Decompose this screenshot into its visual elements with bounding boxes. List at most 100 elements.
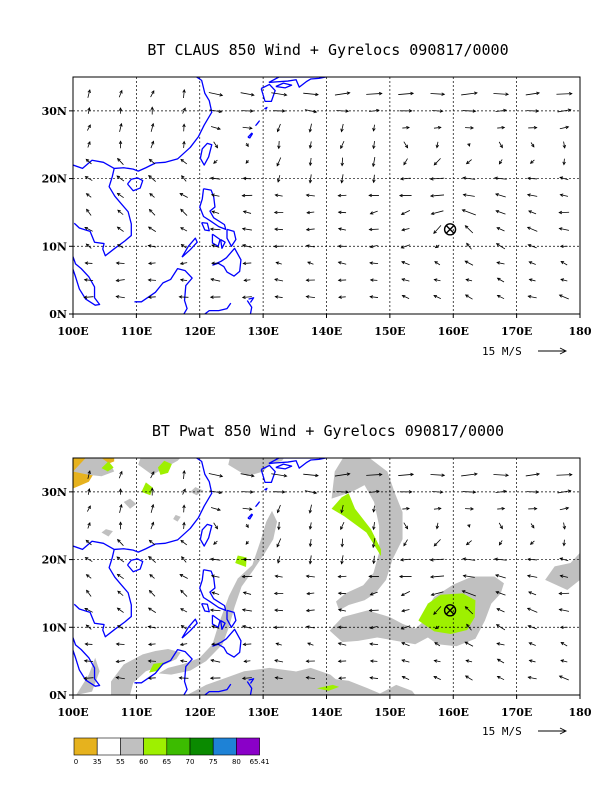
wind-vector (241, 227, 252, 231)
wind-vector (340, 555, 344, 565)
wind-vector (433, 606, 442, 616)
wind-vector (116, 192, 124, 198)
wind-vector (85, 574, 92, 579)
wind-vector (308, 555, 313, 565)
wind-vector (209, 608, 221, 612)
wind-vector (402, 506, 410, 511)
lon-tick-label: 170E (501, 325, 532, 338)
wind-vector (274, 608, 284, 612)
wind-vector (242, 126, 253, 130)
wind-vector (305, 295, 316, 299)
wind-vector (464, 294, 473, 300)
lon-tick-label: 140E (311, 706, 342, 719)
wind-vector (150, 471, 155, 479)
grid-lines (73, 77, 580, 314)
wind-vector (115, 659, 125, 664)
wind-vector (556, 472, 573, 477)
coastlines (73, 77, 327, 314)
wind-vector (306, 210, 315, 215)
wind-vector (242, 210, 252, 214)
wind-vector (465, 159, 472, 165)
wind-vector (178, 676, 189, 680)
wind-vector (497, 125, 506, 130)
wind-vector (116, 573, 124, 579)
wind-vector (369, 244, 378, 249)
wind-vector (467, 524, 471, 528)
wind-vector (465, 126, 474, 130)
pwat-region (141, 482, 153, 496)
wind-field (83, 469, 573, 681)
wind-vector (495, 108, 507, 113)
wind-vector (398, 574, 412, 579)
wind-vector (369, 489, 380, 494)
colorbar-swatch (166, 737, 191, 756)
coastline (199, 523, 213, 547)
wind-vector (150, 106, 154, 115)
wind-vector (271, 92, 288, 97)
colorbar-label: 65 (162, 758, 171, 766)
lon-tick-label: 180 (569, 706, 592, 719)
wind-vector (496, 642, 505, 646)
coastline (211, 233, 221, 247)
wind-vector (147, 295, 156, 299)
wind-vector (209, 295, 221, 299)
pwat-region (331, 493, 382, 557)
wind-vector (401, 608, 410, 613)
pwat-region (377, 684, 416, 695)
wind-vector (372, 124, 376, 132)
wind-vector (433, 539, 441, 547)
coastline (212, 628, 242, 658)
wind-vector (495, 209, 506, 215)
wind-vector (527, 243, 537, 249)
wind-vector (179, 278, 188, 282)
wind-vector (429, 575, 445, 579)
wind-vector (369, 659, 378, 663)
wind-vector (525, 472, 541, 477)
wind-vector (399, 177, 411, 181)
wind-vector (371, 156, 376, 168)
wind-vector (340, 521, 345, 531)
wind-vector (527, 557, 538, 562)
wind-vector (368, 227, 379, 232)
pwat-region (228, 458, 284, 477)
wind-vector (115, 642, 125, 646)
wind-vector (369, 261, 379, 265)
wind-vector (148, 556, 156, 563)
wind-vector (85, 624, 92, 630)
wind-vector (211, 244, 220, 248)
wind-vector (209, 676, 221, 680)
wind-vector (213, 159, 218, 164)
wind-vector (464, 641, 474, 647)
wind-vector (334, 91, 351, 96)
wind-vector (181, 556, 187, 563)
wind-vector (559, 176, 569, 181)
wind-vector (147, 226, 157, 232)
wind-vector (86, 208, 92, 216)
coastline (204, 683, 232, 695)
coastline (73, 602, 101, 687)
wind-vector (84, 176, 93, 181)
wind-vector (211, 261, 220, 265)
wind-vector (86, 589, 92, 597)
wind-vector (369, 625, 378, 630)
wind-vector (372, 505, 376, 513)
wind-vector (84, 557, 93, 562)
wind-vector (526, 490, 540, 494)
wind-vector (276, 157, 282, 167)
wind-vector (180, 158, 188, 165)
wind-vector (210, 277, 221, 282)
wind-vector (307, 642, 314, 646)
wind-vector (337, 625, 347, 629)
wind-vector (308, 174, 313, 184)
wind-vector (243, 278, 251, 282)
wind-vector (308, 538, 313, 548)
wind-vector (369, 295, 379, 299)
wind-vector (305, 625, 315, 629)
wind-vector (85, 158, 92, 165)
wind-vector (559, 125, 570, 130)
wind-vector (400, 625, 411, 630)
wind-vector (462, 109, 477, 113)
coastline (211, 614, 221, 628)
wind-vector (308, 123, 312, 133)
wind-vector (400, 590, 411, 596)
